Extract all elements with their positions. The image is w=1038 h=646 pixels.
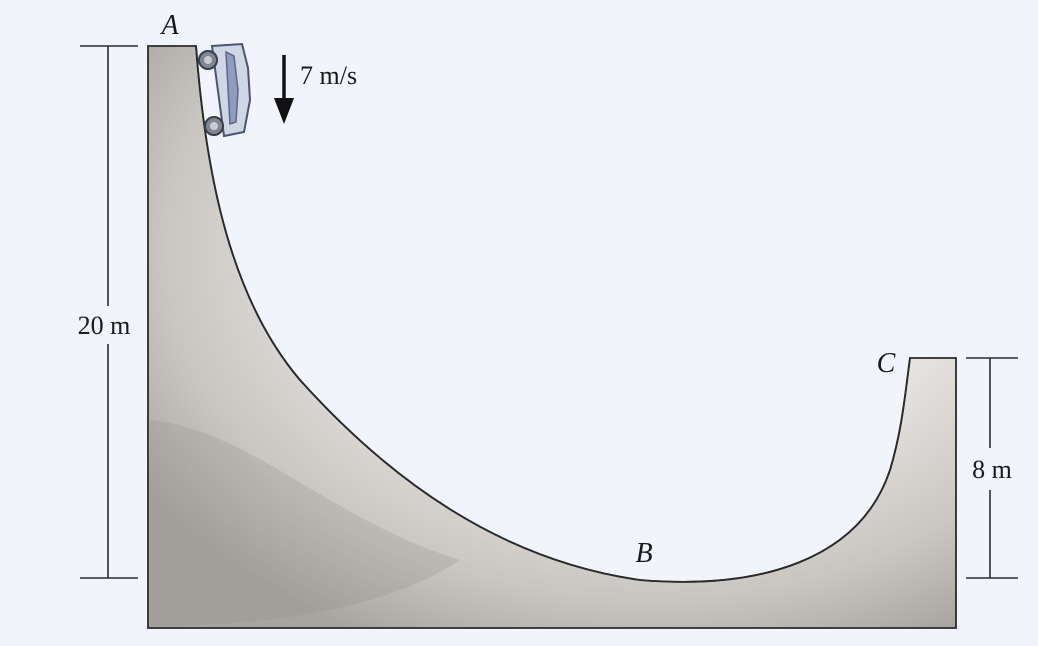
right-height-label: 8 m (972, 455, 1012, 484)
ramp-shading (150, 420, 460, 626)
right-dimension: 8 m (966, 357, 1018, 579)
point-c-label: C (877, 348, 896, 379)
ramp-curve (195, 45, 911, 583)
point-b-label: B (635, 538, 652, 569)
skateboard-icon (198, 42, 252, 138)
left-dimension: 20 m (78, 45, 138, 579)
velocity-label: 7 m/s (300, 61, 357, 90)
point-a-label: A (159, 10, 179, 41)
arrow-down-icon (274, 55, 294, 124)
left-height-label: 20 m (78, 311, 131, 340)
